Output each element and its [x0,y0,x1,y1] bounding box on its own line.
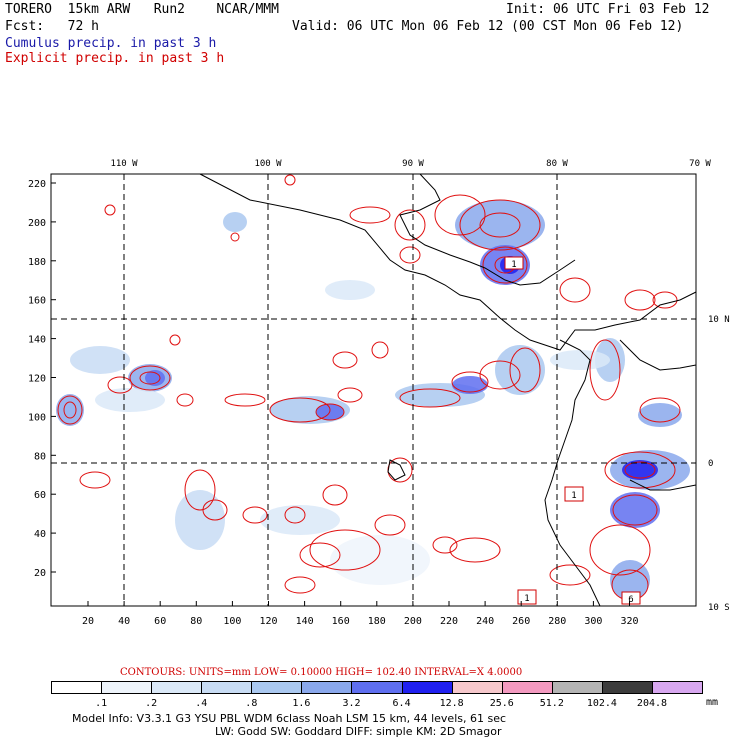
lon-label: 100 W [254,159,282,169]
lon-label: 80 W [546,159,568,169]
x-grid-label: 180 [368,616,386,627]
lon-label: 90 W [402,159,424,169]
forecast-hour: Fcst: 72 h [5,19,99,34]
max-marker-label: 1 [511,260,516,270]
x-grid-label: 40 [118,616,130,627]
y-grid-label: 180 [28,257,46,268]
colorbar-swatch [601,681,653,694]
axis-ticks [51,182,630,606]
graticule [51,174,696,606]
y-grid-label: 200 [28,218,46,229]
x-grid-label: 220 [440,616,458,627]
colorbar-label: .2 [145,698,158,709]
colorbar-label: 6.4 [392,698,411,709]
valid-time: Valid: 06 UTC Mon 06 Feb 12 (00 CST Mon … [292,19,684,34]
colorbar-swatch [251,681,303,694]
x-grid-label: 320 [620,616,638,627]
colorbar-swatch [201,681,253,694]
x-grid-label: 80 [190,616,202,627]
x-grid-label: 240 [476,616,494,627]
x-grid-label: 260 [512,616,530,627]
x-grid-label: 20 [82,616,94,627]
y-grid-label: 60 [34,490,46,501]
colorbar-swatch [51,681,103,694]
max-marker-label: 1 [524,594,529,604]
contours-info: CONTOURS: UNITS=mm LOW= 0.10000 HIGH= 10… [120,667,523,678]
lat-label: 10 S [708,603,730,613]
colorbar-label: 204.8 [636,698,668,709]
model-info: Model Info: V3.3.1 G3 YSU PBL WDM 6class… [72,712,507,725]
colorbar-swatch [101,681,153,694]
explicit-precip-contours [57,174,681,601]
lon-label: 110 W [110,159,138,169]
x-grid-label: 60 [154,616,166,627]
y-grid-label: 120 [28,374,46,385]
max-marker-label: 1 [571,491,576,501]
y-grid-label: 140 [28,335,46,346]
colorbar-label: 3.2 [342,698,361,709]
explicit-legend: Explicit precip. in past 3 h [5,51,225,66]
colorbar-label: 51.2 [539,698,564,709]
max-marker-label: 6 [628,595,633,605]
y-grid-label: 40 [34,529,46,540]
x-grid-label: 280 [548,616,566,627]
colorbar-label: 102.4 [586,698,617,709]
y-grid-label: 220 [28,179,46,190]
colorbar-label: .1 [95,698,108,709]
colorbar-swatch [351,681,403,694]
colorbar-units: mm [706,697,719,708]
colorbar-label: 12.8 [439,698,464,709]
x-grid-label: 300 [584,616,602,627]
colorbar-swatch [451,681,503,694]
colorbar-swatch [401,681,453,694]
x-grid-label: 120 [259,616,277,627]
x-grid-label: 200 [404,616,422,627]
init-time: Init: 06 UTC Fri 03 Feb 12 [506,2,710,17]
physics-info: LW: Godd SW: Goddard DIFF: simple KM: 2D… [215,725,502,738]
cumulus-legend: Cumulus precip. in past 3 h [5,36,217,51]
x-grid-label: 140 [296,616,314,627]
x-grid-label: 160 [332,616,350,627]
lon-label: 70 W [689,159,711,169]
coastlines [199,173,697,607]
colorbar-swatch [651,681,703,694]
colorbar-swatch [151,681,203,694]
model-title: TORERO 15km ARW Run2 NCAR/MMM [5,2,279,17]
lat-label: 10 N [708,315,730,325]
colorbar-label: 1.6 [292,698,311,709]
colorbar-label: 25.6 [489,698,514,709]
y-grid-label: 20 [34,568,46,579]
y-grid-label: 160 [28,296,46,307]
lat-label: 0 [708,459,713,469]
x-grid-label: 100 [223,616,241,627]
colorbar-swatch [501,681,553,694]
colorbar-label: .4 [195,698,208,709]
max-markers [504,256,641,605]
colorbar-swatch [551,681,603,694]
colorbar-swatch [301,681,353,694]
y-grid-label: 100 [28,412,46,423]
colorbar-label: .8 [245,698,258,709]
y-grid-label: 80 [34,451,46,462]
